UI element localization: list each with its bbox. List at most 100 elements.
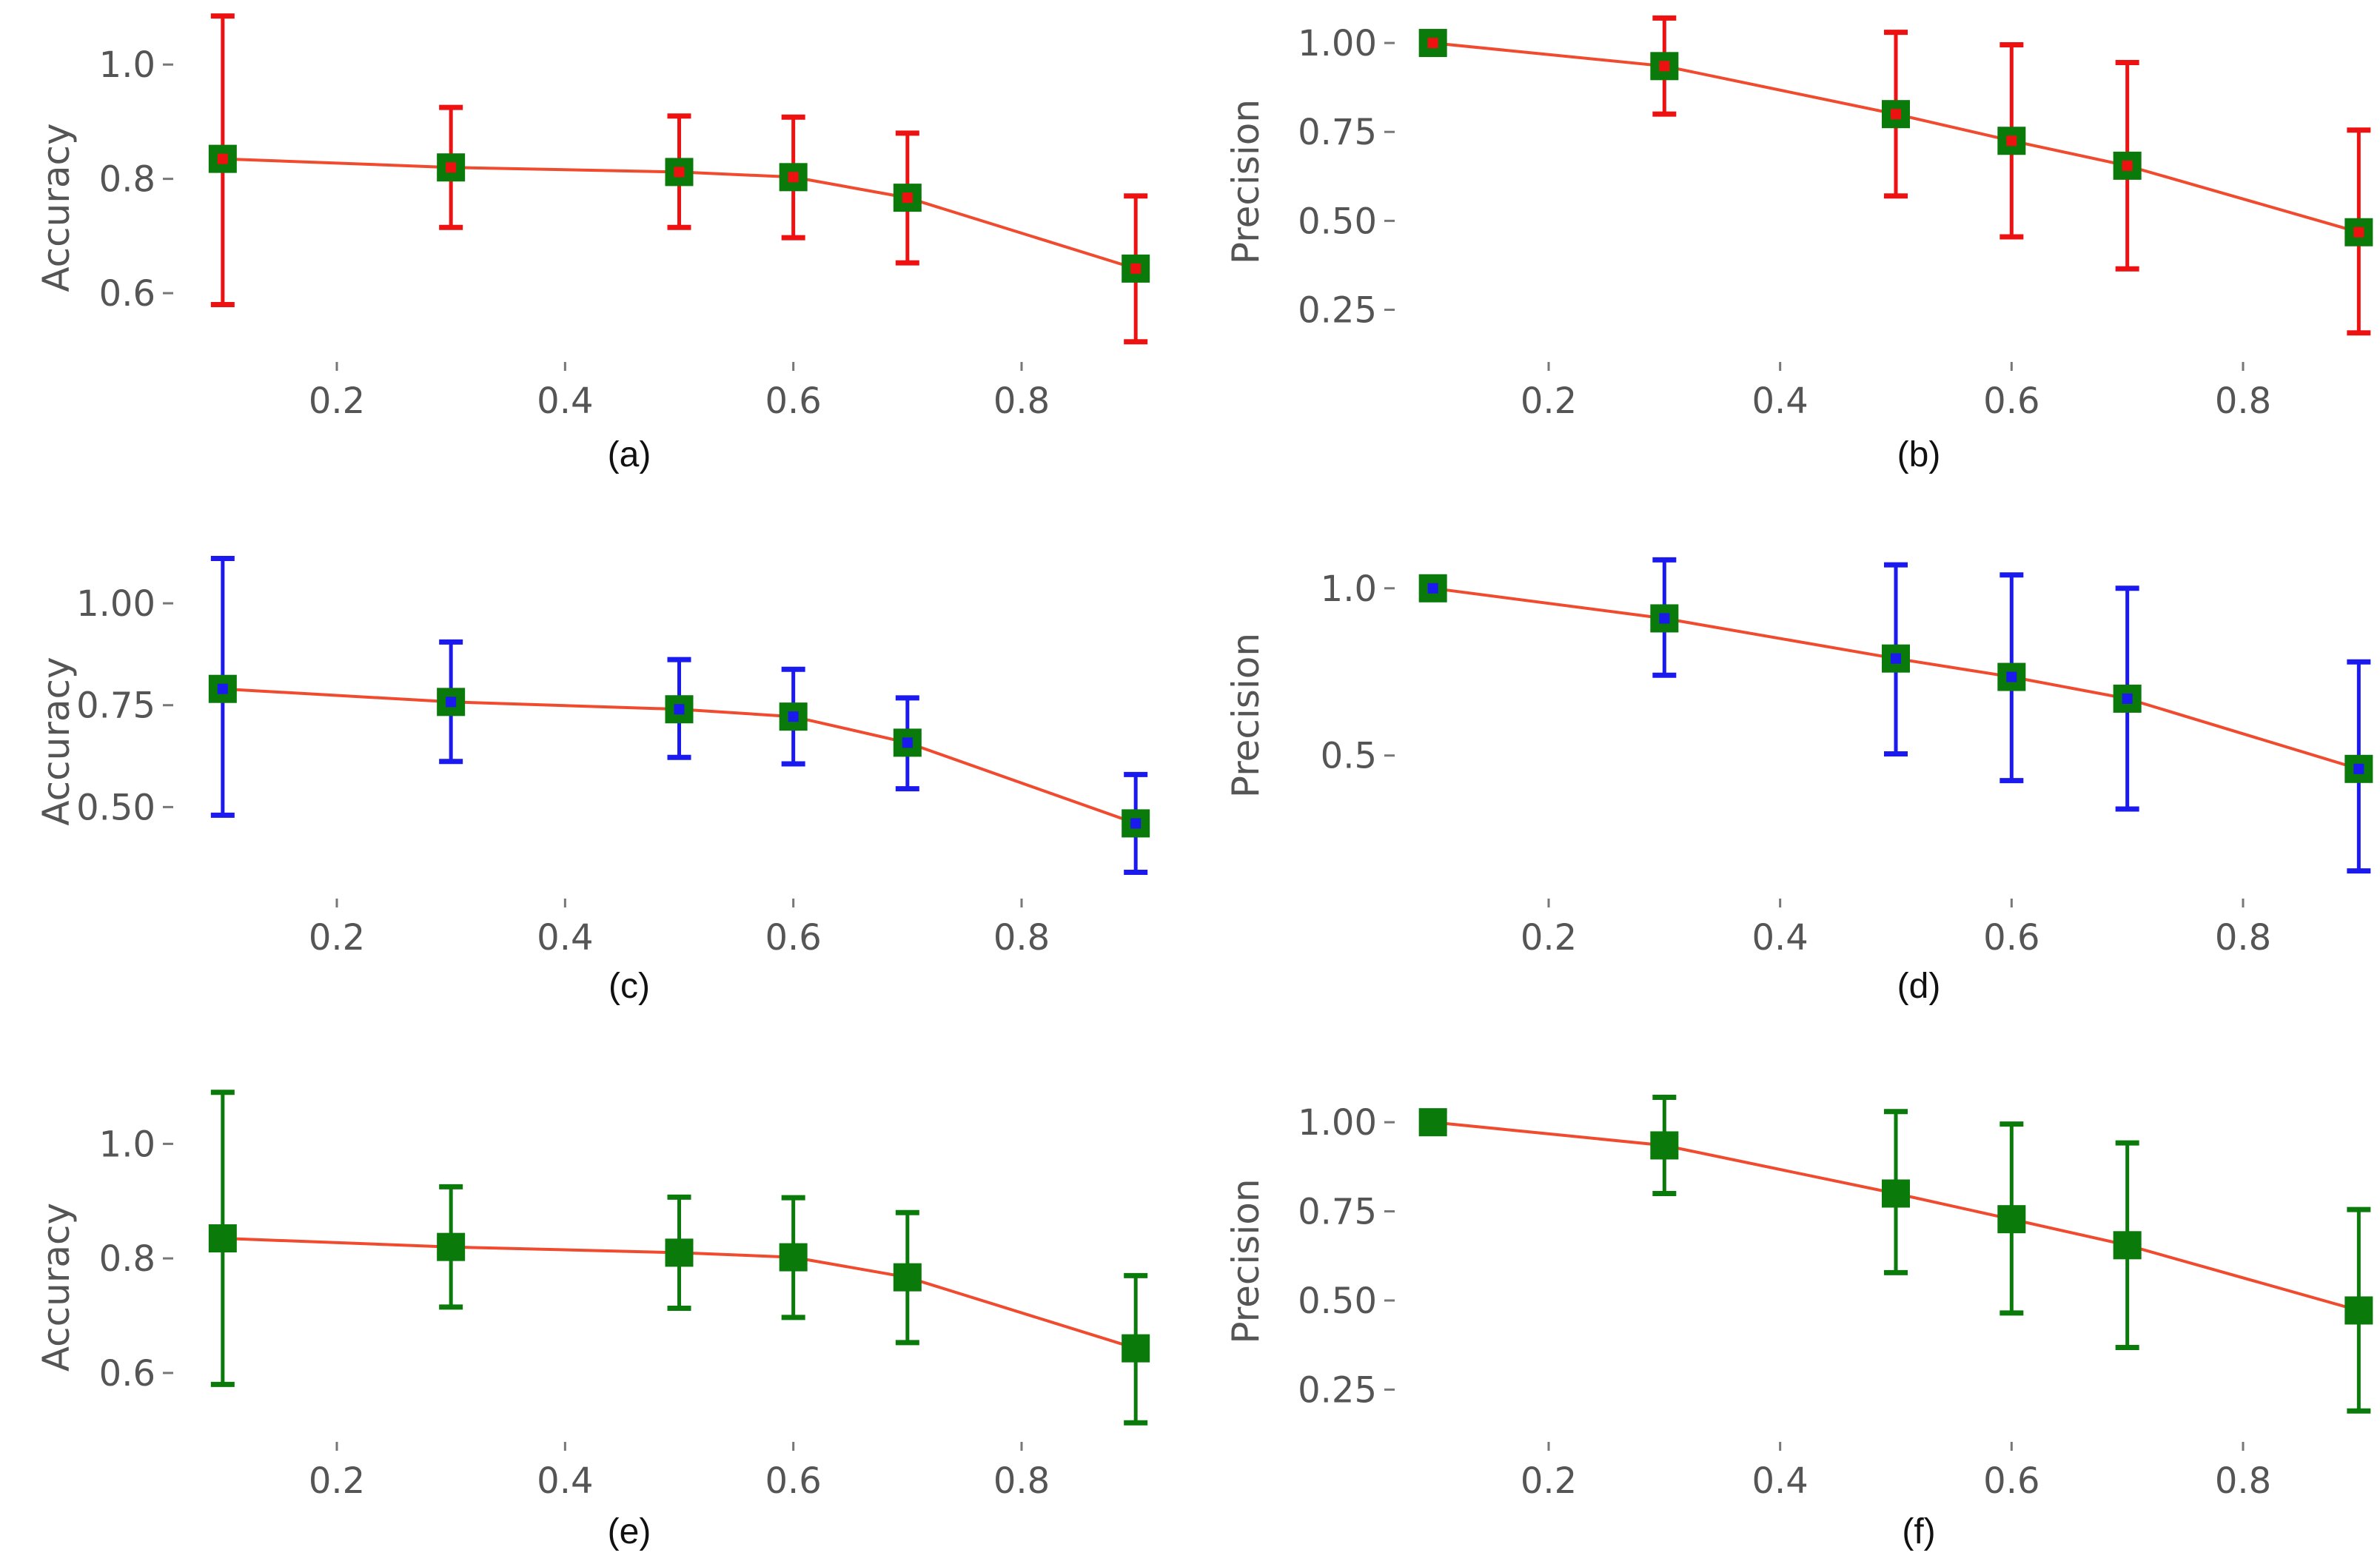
- panel-b: 0.2 0.4 0.6 0.8 0.25 0.50 0.75 1.00 Precision (b): [1224, 15, 2373, 474]
- panel-caption: (f): [1902, 1512, 1935, 1551]
- data-point-center: [674, 704, 685, 715]
- series-line: [222, 1237, 1136, 1350]
- y-axis-label: Accuracy: [35, 1203, 78, 1372]
- panel-a: 0.2 0.4 0.6 0.8 0.6 0.8 1.0 Accuracy (a): [35, 13, 1150, 474]
- series-line: [222, 157, 1136, 270]
- data-point: [1122, 1334, 1150, 1363]
- data-point: [208, 144, 237, 173]
- y-tick-label: 0.50: [1298, 201, 1377, 242]
- panel-d: 0.2 0.4 0.6 0.8 0.5 1.0 Precision (d): [1224, 557, 2373, 1006]
- data-point-center: [1427, 583, 1438, 594]
- data-point: [1882, 1179, 1910, 1208]
- y-tick-label: 0.75: [1298, 112, 1377, 153]
- x-tick-label: 0.6: [1983, 1460, 2039, 1502]
- y-tick-label: 0.50: [76, 787, 155, 828]
- data-point: [893, 728, 922, 757]
- x-tick-label: 0.2: [1521, 917, 1577, 959]
- panel-caption: (b): [1897, 435, 1941, 474]
- panel-caption: (c): [609, 967, 650, 1006]
- data-point-marker: [2344, 1296, 2373, 1325]
- x-tick-label: 0.2: [1521, 1460, 1577, 1502]
- x-tick-label: 0.2: [309, 380, 365, 422]
- data-point: [665, 695, 694, 724]
- data-point: [1418, 29, 1447, 58]
- y-tick-label: 0.6: [99, 273, 155, 315]
- series-line: [1432, 586, 2359, 771]
- y-tick-label: 0.6: [99, 1353, 155, 1394]
- data-point-center: [2006, 135, 2017, 147]
- y-tick-label: 0.25: [1298, 1369, 1377, 1411]
- data-point: [1882, 644, 1910, 673]
- data-point: [437, 1232, 466, 1261]
- x-tick-label: 0.8: [2215, 1460, 2271, 1502]
- data-point: [208, 1224, 237, 1253]
- x-tick-label: 0.4: [1752, 1460, 1808, 1502]
- x-tick-label: 0.2: [309, 917, 365, 959]
- data-point: [1418, 1108, 1447, 1137]
- y-axis-label: Accuracy: [35, 657, 78, 825]
- data-point-center: [217, 683, 228, 694]
- series-line: [1432, 41, 2359, 234]
- data-point: [437, 688, 466, 716]
- data-point-center: [1891, 109, 1901, 120]
- y-tick-label: 0.75: [76, 685, 155, 727]
- data-point: [1650, 604, 1679, 633]
- x-tick-label: 0.8: [993, 380, 1050, 422]
- data-point-center: [1659, 61, 1670, 72]
- data-point: [2113, 684, 2142, 713]
- y-tick-label: 0.75: [1298, 1192, 1377, 1233]
- panel-e: 0.2 0.4 0.6 0.8 0.6 0.8 1.0 Accuracy (e): [35, 1090, 1150, 1551]
- panel-caption: (e): [608, 1512, 651, 1551]
- data-point-center: [446, 162, 457, 173]
- y-tick-label: 0.5: [1321, 736, 1377, 777]
- data-point: [665, 158, 694, 187]
- data-point-center: [1427, 38, 1438, 49]
- panel-c: 0.2 0.4 0.6 0.8 0.50 0.75 1.00 Accuracy (c): [35, 556, 1150, 1006]
- y-tick-label: 1.00: [76, 583, 155, 625]
- data-point-marker: [779, 1243, 808, 1272]
- data-point: [437, 153, 466, 182]
- data-point: [2344, 1296, 2373, 1325]
- data-point: [1882, 100, 1910, 129]
- y-axis-label: Accuracy: [35, 123, 78, 292]
- series-line: [1432, 1121, 2359, 1312]
- data-point-center: [1130, 263, 1142, 274]
- x-tick-label: 0.4: [537, 380, 593, 422]
- data-point-marker: [1997, 1205, 2026, 1234]
- y-tick-label: 1.00: [1298, 1102, 1377, 1144]
- y-tick-label: 0.25: [1298, 290, 1377, 332]
- data-point-center: [1130, 818, 1142, 829]
- y-tick-label: 1.0: [99, 44, 155, 86]
- data-point: [1122, 254, 1150, 283]
- data-point: [1650, 1131, 1679, 1160]
- data-point-center: [788, 711, 799, 722]
- data-point: [208, 674, 237, 703]
- data-point: [1418, 574, 1447, 603]
- x-tick-label: 0.4: [537, 917, 593, 959]
- panel-caption: (d): [1897, 967, 1941, 1006]
- x-tick-label: 0.2: [1521, 380, 1577, 422]
- x-tick-label: 0.6: [765, 1460, 821, 1502]
- data-point-center: [2353, 763, 2364, 774]
- x-tick-label: 0.8: [2215, 380, 2271, 422]
- data-point: [893, 1263, 922, 1292]
- data-point: [1997, 662, 2026, 691]
- x-tick-label: 0.8: [2215, 917, 2271, 959]
- data-point: [2113, 1231, 2142, 1260]
- data-point-marker: [1418, 1108, 1447, 1137]
- x-tick-label: 0.8: [993, 917, 1050, 959]
- y-tick-label: 0.8: [99, 1238, 155, 1280]
- data-point-center: [1891, 653, 1901, 664]
- data-point-marker: [1882, 1179, 1910, 1208]
- data-point-marker: [208, 1224, 237, 1253]
- x-tick-label: 0.2: [309, 1460, 365, 1502]
- x-tick-label: 0.6: [1983, 917, 2039, 959]
- y-tick-label: 1.0: [99, 1124, 155, 1165]
- y-axis-label: Precision: [1224, 99, 1267, 264]
- panel-f: 0.2 0.4 0.6 0.8 0.25 0.50 0.75 1.00 Precision (f): [1224, 1094, 2373, 1551]
- data-point: [2344, 218, 2373, 246]
- data-point-marker: [1650, 1131, 1679, 1160]
- data-point: [665, 1238, 694, 1267]
- data-point-marker: [1122, 1334, 1150, 1363]
